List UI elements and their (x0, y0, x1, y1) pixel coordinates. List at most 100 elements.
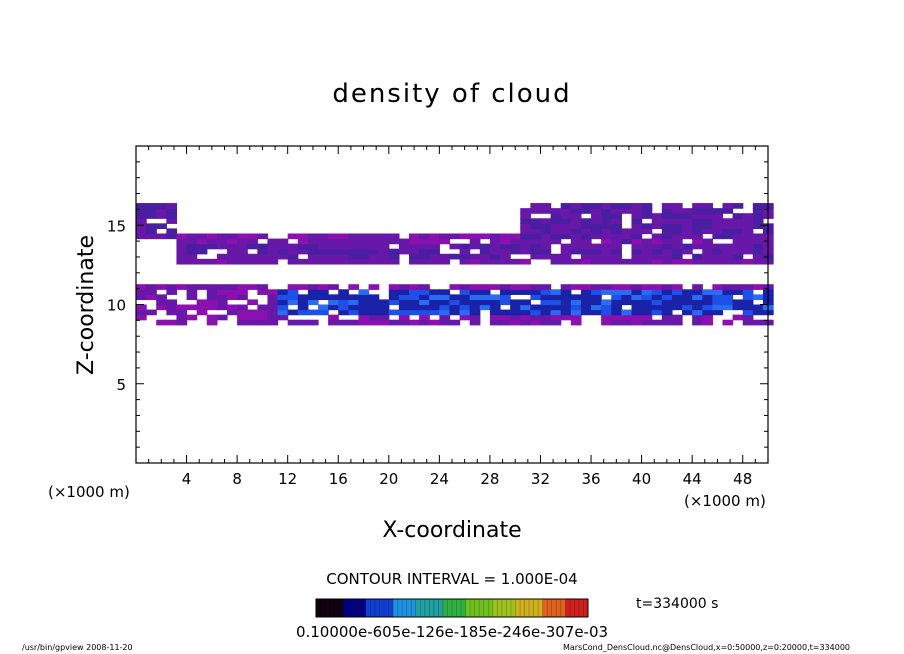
colorbar-cell (560, 599, 566, 617)
density-cell (206, 238, 218, 245)
density-cell (267, 294, 279, 301)
density-cell (206, 314, 218, 321)
colorbar-cell (492, 599, 498, 617)
density-cell (368, 319, 380, 326)
density-cell (671, 258, 683, 265)
density-cell (166, 213, 178, 219)
density-cell (611, 253, 622, 260)
colorbar-cell (524, 599, 530, 617)
density-cell (591, 218, 602, 224)
density-cell (206, 294, 218, 301)
colorbar-cell (442, 599, 448, 617)
colorbar (315, 599, 589, 617)
density-cell (449, 294, 461, 301)
density-cell (227, 233, 238, 240)
density-cell (722, 319, 734, 326)
density-cell (237, 294, 248, 301)
colorbar-cell (578, 599, 584, 617)
density-cell (186, 314, 198, 321)
density-cell (540, 253, 552, 260)
density-cell (530, 243, 542, 250)
density-cell (732, 258, 744, 265)
density-cell (631, 294, 643, 301)
density-cell (702, 258, 713, 265)
density-cell (388, 248, 400, 255)
density-cell (671, 233, 683, 240)
density-cell (398, 248, 410, 255)
density-cell (489, 233, 501, 240)
density-cell (520, 248, 531, 255)
density-cell (601, 258, 612, 265)
density-cell (722, 223, 734, 230)
density-cell (520, 289, 531, 295)
colorbar-cell (510, 599, 516, 617)
density-cell (732, 233, 744, 240)
density-cell (297, 248, 309, 255)
x-tick-label: 20 (379, 470, 398, 488)
density-cell (348, 233, 360, 240)
density-cell (166, 218, 178, 224)
x-tick-label: 12 (278, 470, 297, 488)
density-cell (611, 258, 622, 265)
density-cell (692, 213, 703, 219)
density-cell (580, 218, 592, 224)
density-cell (378, 304, 390, 311)
density-cell (500, 314, 511, 321)
density-cell (409, 238, 420, 245)
density-cell (712, 223, 724, 230)
density-cell (722, 248, 734, 255)
density-cell (196, 248, 208, 255)
density-cell (722, 208, 734, 214)
density-cell (318, 258, 329, 265)
density-cell (489, 238, 501, 245)
density-cell (307, 233, 319, 240)
density-cell (550, 213, 562, 219)
density-cell (651, 243, 663, 250)
density-cell (358, 299, 370, 306)
density-cell (591, 294, 602, 301)
density-cell (641, 304, 653, 311)
density-cell (419, 238, 430, 245)
density-cell (520, 223, 531, 230)
density-cell (661, 223, 673, 230)
density-cell (328, 243, 339, 250)
density-cell (216, 314, 228, 321)
density-cell (732, 253, 744, 260)
density-cell (742, 304, 754, 311)
density-cell (631, 253, 643, 260)
density-cell (692, 258, 703, 265)
density-cell (702, 289, 713, 295)
density-cell (368, 253, 380, 260)
density-cell (307, 309, 319, 316)
density-cell (661, 208, 673, 214)
density-cell (227, 258, 238, 265)
density-cell (500, 319, 511, 326)
density-cell (611, 304, 622, 311)
colorbar-cell (488, 599, 494, 617)
density-cell (702, 309, 713, 316)
density-cell (641, 203, 653, 209)
colorbar-cell (474, 599, 480, 617)
density-cell (752, 203, 764, 209)
density-cell (621, 309, 633, 316)
density-cell (722, 284, 734, 290)
density-cell (621, 299, 633, 306)
density-cell (661, 258, 673, 265)
density-cell (469, 294, 481, 301)
density-cell (641, 228, 653, 235)
x-tick-labels: 4 8 12 16 20 24 28 32 36 40 44 48 (182, 470, 752, 488)
density-cell (459, 294, 471, 301)
density-cell (388, 238, 400, 245)
density-cell (540, 223, 552, 230)
density-cell (449, 253, 461, 260)
density-cell (702, 218, 713, 224)
density-cell (570, 238, 582, 245)
density-cell (469, 299, 481, 306)
density-cell (206, 258, 218, 265)
density-cell (479, 299, 491, 306)
density-cell (459, 299, 471, 306)
density-cell (732, 228, 744, 235)
density-cell (550, 228, 562, 235)
density-cell (661, 228, 673, 235)
density-cell (449, 233, 461, 240)
